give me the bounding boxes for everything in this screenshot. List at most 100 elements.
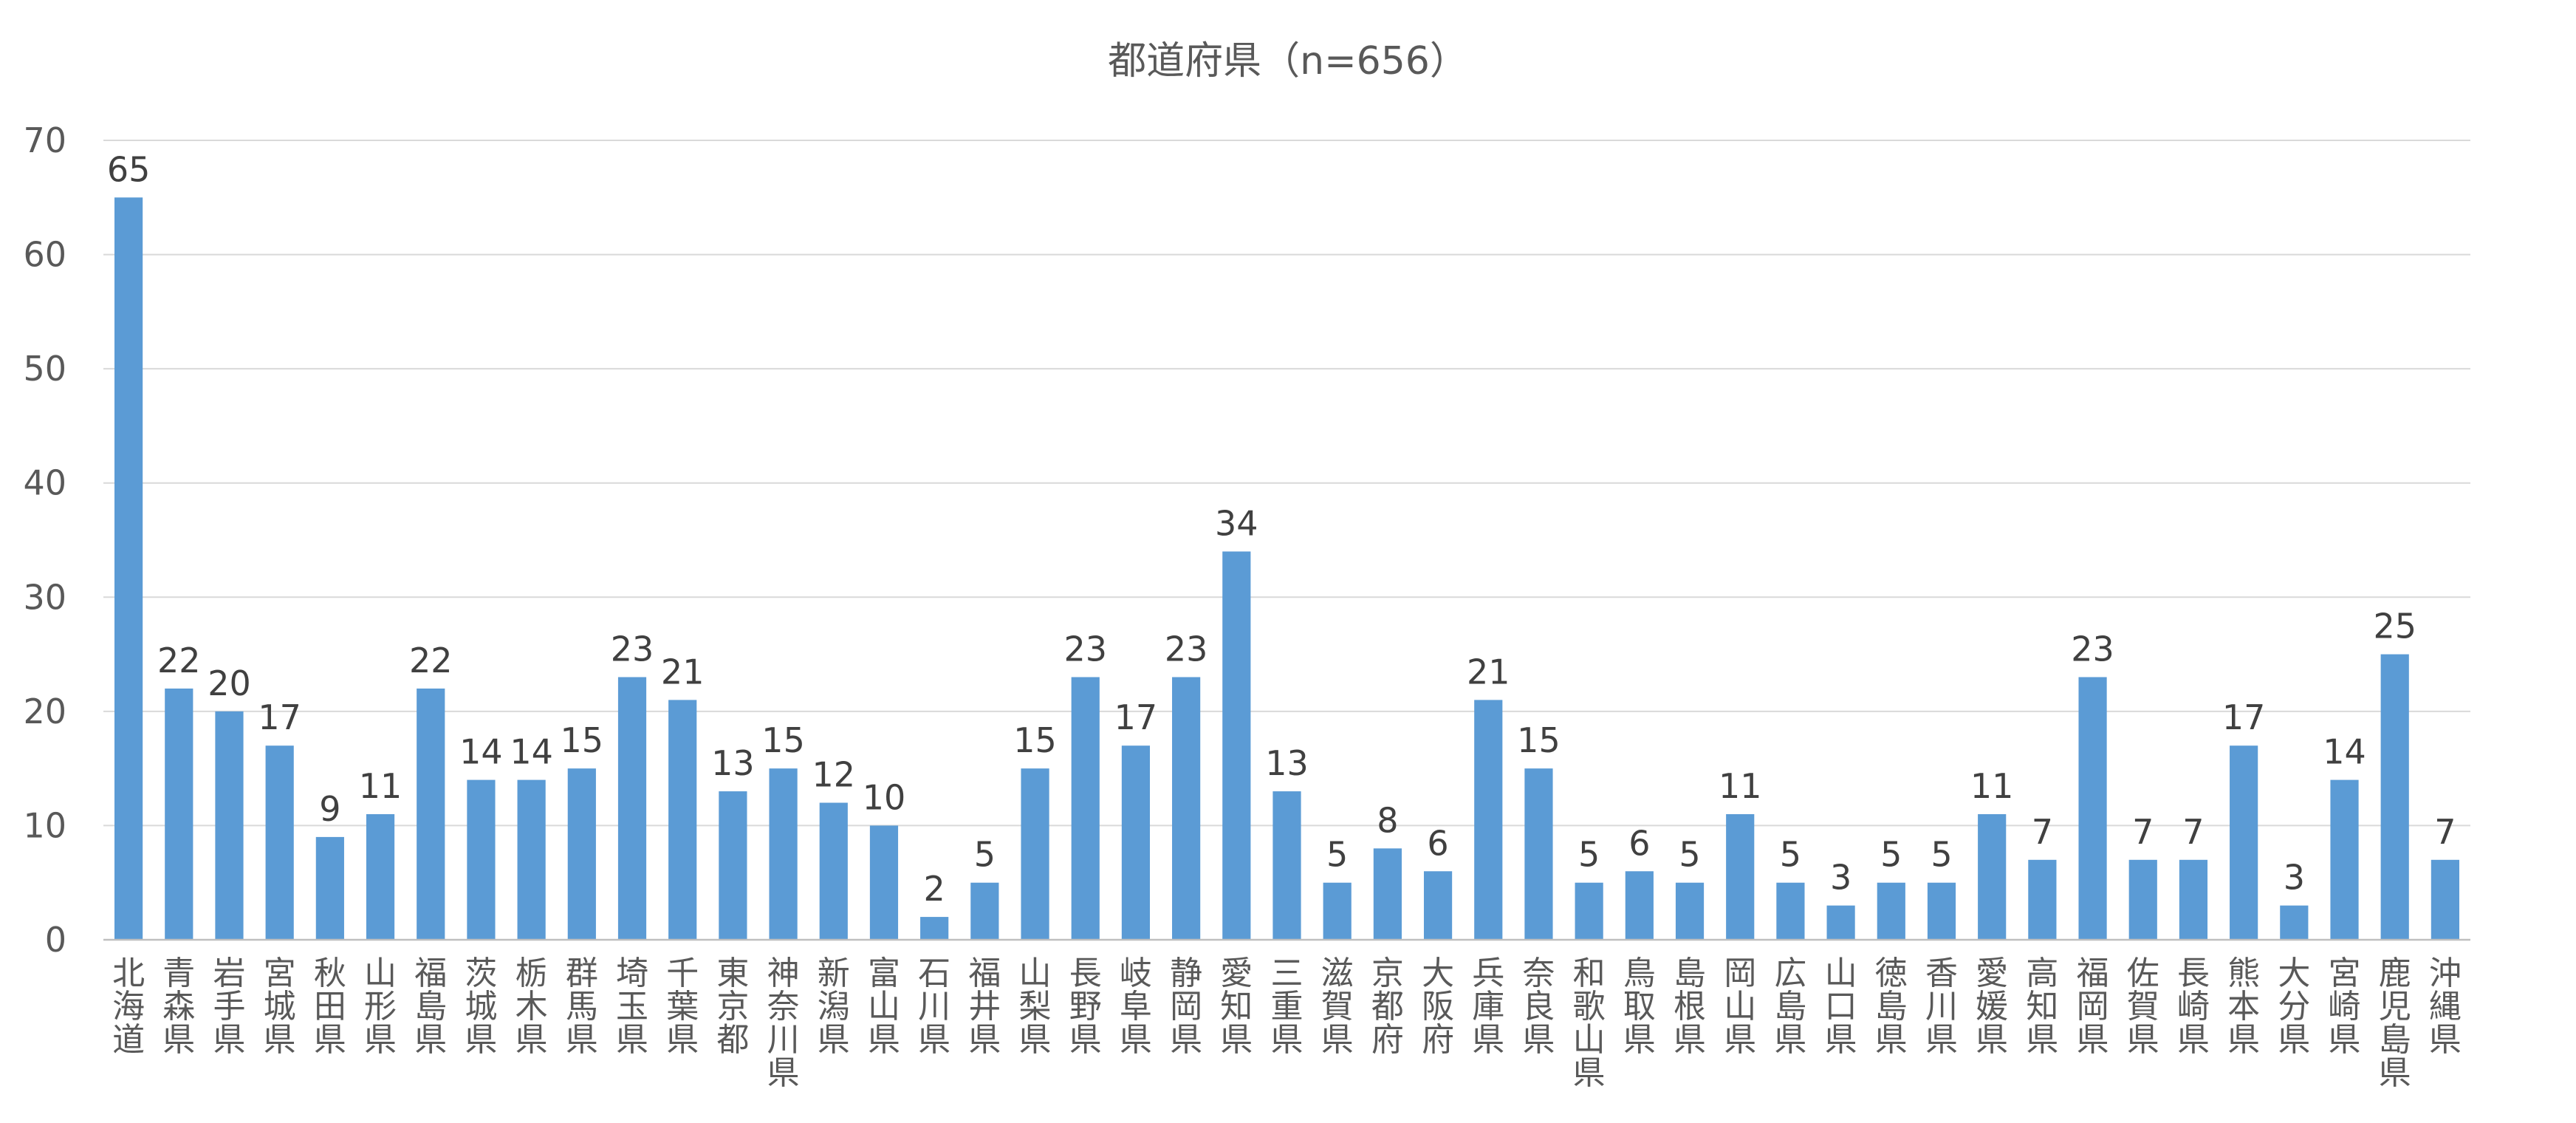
data-label: 5 [1931, 835, 1952, 875]
data-label: 7 [2132, 812, 2154, 852]
bar [517, 779, 546, 940]
x-tick-label: 長野県 [1069, 955, 1102, 1059]
bar [2280, 905, 2309, 940]
bar [920, 917, 949, 940]
x-tick-label: 鹿児島県 [2379, 955, 2411, 1092]
x-tick-label: 福岡県 [2077, 955, 2109, 1059]
bar [2380, 654, 2409, 940]
x-tick-label: 香川県 [1925, 955, 1958, 1059]
data-label: 23 [1165, 629, 1208, 669]
data-label: 7 [2434, 812, 2456, 852]
x-tick-label: 福島県 [414, 955, 447, 1059]
data-label: 15 [561, 720, 604, 760]
bar [1121, 745, 1151, 940]
data-label: 15 [761, 720, 805, 760]
bar [1423, 871, 1453, 940]
bar [869, 825, 899, 940]
x-tick-label: 沖縄県 [2429, 955, 2462, 1059]
data-label: 21 [1467, 652, 1510, 692]
bar [215, 711, 244, 940]
data-label: 11 [1970, 766, 2014, 806]
x-tick-label: 大阪府 [1422, 955, 1454, 1059]
y-tick-label: 70 [23, 120, 66, 160]
data-label: 23 [611, 629, 654, 669]
x-tick-label: 静岡県 [1170, 955, 1202, 1059]
bar [165, 688, 193, 940]
x-tick-label: 熊本県 [2227, 955, 2260, 1059]
x-tick-label: 愛媛県 [1976, 955, 2008, 1059]
x-tick-label: 新潟県 [818, 955, 850, 1059]
x-tick-label: 秋田県 [314, 955, 346, 1059]
data-label: 21 [661, 652, 705, 692]
bar [1021, 768, 1049, 940]
bar [2128, 859, 2157, 940]
data-label: 20 [208, 663, 251, 703]
x-tick-label: 千葉県 [666, 955, 699, 1059]
bar [114, 197, 143, 940]
bar [719, 791, 747, 940]
data-label: 17 [2222, 697, 2266, 737]
data-label: 3 [2284, 858, 2305, 898]
bar [265, 745, 294, 940]
x-tick-label: 東京都 [716, 955, 749, 1059]
x-tick-label: 北海道 [112, 955, 145, 1059]
bar [1272, 791, 1301, 940]
bar [2078, 677, 2107, 940]
bar [1726, 813, 1755, 940]
bar [366, 813, 395, 940]
x-tick-label: 群馬県 [566, 955, 598, 1059]
y-tick-label: 50 [23, 349, 66, 389]
data-label: 6 [1628, 823, 1650, 863]
x-tick-label: 山形県 [364, 955, 397, 1059]
data-label: 12 [812, 755, 856, 795]
chart-title: 都道府県（n=656） [1108, 39, 1468, 83]
bar [1373, 848, 1402, 940]
x-tick-label: 福井県 [968, 955, 1001, 1059]
x-tick-label: 茨城県 [465, 955, 497, 1059]
x-tick-label: 三重県 [1271, 955, 1304, 1059]
x-tick-label: 奈良県 [1522, 955, 1555, 1059]
bar [417, 688, 445, 940]
x-tick-label: 滋賀県 [1321, 955, 1354, 1059]
bar [567, 768, 596, 940]
x-tick-label: 大分県 [2278, 955, 2310, 1059]
x-tick-label: 岡山県 [1724, 955, 1756, 1059]
data-label: 17 [258, 697, 301, 737]
x-tick-label: 広島県 [1774, 955, 1806, 1059]
data-label: 3 [1830, 858, 1852, 898]
data-label: 5 [1880, 835, 1902, 875]
x-tick-label: 和歌山県 [1573, 955, 1606, 1092]
y-tick-label: 20 [23, 692, 66, 731]
x-tick-label: 長崎県 [2177, 955, 2210, 1059]
data-label: 11 [359, 766, 402, 806]
gridlines [103, 140, 2470, 827]
bar [2230, 745, 2258, 940]
x-axis: 北海道青森県岩手県宮城県秋田県山形県福島県茨城県栃木県群馬県埼玉県千葉県東京都神… [103, 938, 2470, 1092]
data-label: 5 [1780, 835, 1801, 875]
data-label: 65 [107, 149, 151, 189]
bar [2179, 859, 2208, 940]
y-axis: 0 10 20 30 40 50 60 70 [23, 120, 66, 960]
x-tick-label: 佐賀県 [2127, 955, 2159, 1059]
bar [1625, 871, 1654, 940]
data-label: 14 [510, 732, 553, 772]
data-label: 34 [1215, 503, 1258, 543]
bar [1826, 905, 1855, 940]
bar [2028, 859, 2057, 940]
bar [1222, 551, 1251, 940]
x-tick-label: 宮城県 [264, 955, 296, 1059]
data-label: 9 [319, 789, 340, 829]
data-label: 14 [459, 732, 503, 772]
x-tick-label: 島根県 [1674, 955, 1706, 1059]
y-tick-label: 60 [23, 235, 66, 275]
data-label: 22 [409, 641, 453, 680]
data-label: 14 [2323, 732, 2366, 772]
data-label: 5 [1578, 835, 1600, 875]
bar [1474, 700, 1503, 940]
data-label: 7 [2182, 812, 2204, 852]
y-tick-label: 30 [23, 577, 66, 617]
x-tick-label: 神奈川県 [767, 955, 800, 1092]
x-tick-label: 鳥取県 [1623, 955, 1656, 1059]
